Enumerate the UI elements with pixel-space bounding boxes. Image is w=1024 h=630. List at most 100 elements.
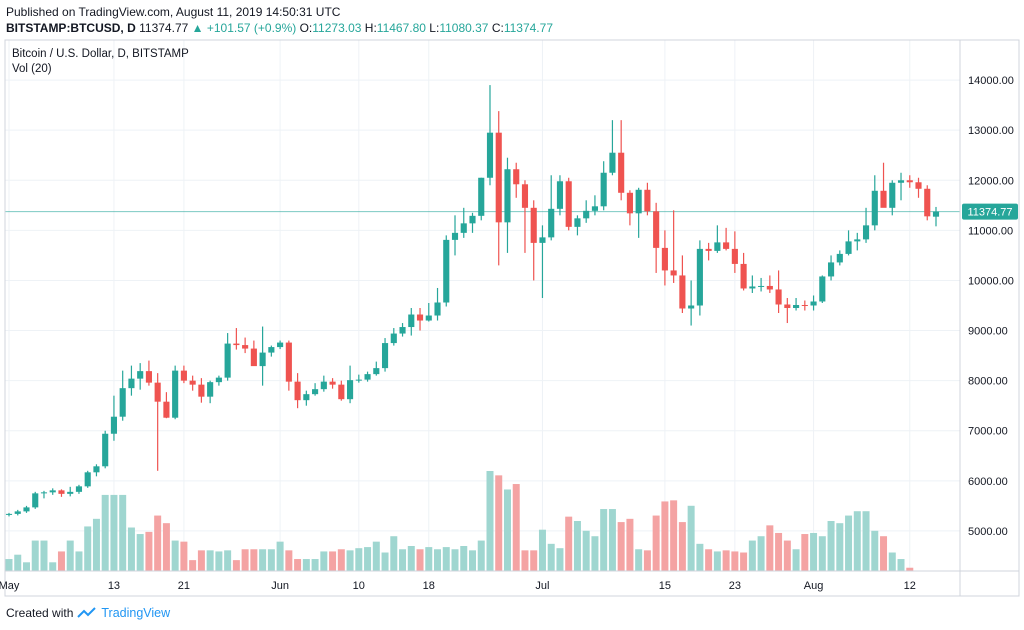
volume-bar xyxy=(600,509,608,571)
candle xyxy=(644,182,651,216)
candle xyxy=(355,374,362,383)
candle xyxy=(469,212,476,233)
candle xyxy=(583,200,590,223)
price-chart[interactable]: 14000.00 13000.00 12000.00 11000.00 10000.00… xyxy=(0,38,1024,598)
candle xyxy=(618,120,625,201)
y-tick-label: 9000.00 xyxy=(968,326,1008,338)
candle xyxy=(390,328,397,346)
candle xyxy=(679,255,686,314)
candle xyxy=(5,512,13,517)
volume-bar xyxy=(748,540,756,571)
candle xyxy=(347,365,354,404)
candle-body xyxy=(504,169,511,223)
x-tick-label: 21 xyxy=(178,580,190,592)
candle-body xyxy=(75,486,83,492)
volume-bar xyxy=(565,516,573,571)
candle-body xyxy=(810,301,817,306)
candle xyxy=(871,175,878,231)
volume-bar xyxy=(722,550,730,571)
chart-header: Published on TradingView.com, August 11,… xyxy=(6,4,553,36)
candle xyxy=(775,270,782,314)
volume-bar xyxy=(757,536,765,571)
volume-bar xyxy=(845,515,853,571)
candle xyxy=(836,250,843,266)
volume-bar xyxy=(40,540,48,571)
candle-body xyxy=(259,352,266,367)
volume-bar xyxy=(582,530,590,571)
candle-body xyxy=(766,285,773,290)
candle-body xyxy=(775,289,782,305)
candle xyxy=(425,302,432,322)
candle-body xyxy=(889,182,896,208)
candle-body xyxy=(32,493,39,508)
candle xyxy=(40,490,48,499)
volume-bar xyxy=(84,526,92,571)
candle-body xyxy=(653,211,660,248)
volume-bar xyxy=(119,494,127,571)
volume-bar xyxy=(22,562,30,571)
candle xyxy=(740,252,747,291)
volume-bar xyxy=(477,540,485,571)
candle-body xyxy=(539,237,546,243)
volume-bars xyxy=(5,471,914,571)
chart-grid xyxy=(5,40,960,571)
volume-bar xyxy=(871,530,879,571)
candle xyxy=(819,275,826,303)
candle xyxy=(924,185,931,221)
candle xyxy=(67,486,74,497)
volume-bar xyxy=(399,549,407,571)
close-value: 11374.77 xyxy=(503,21,553,35)
candle-body xyxy=(924,188,931,217)
x-tick-label: Jul xyxy=(535,580,549,592)
volume-bar xyxy=(57,551,65,571)
y-tick-label: 12000.00 xyxy=(968,175,1014,187)
candle xyxy=(110,395,118,441)
candle-body xyxy=(906,180,913,183)
candle-body xyxy=(180,370,187,381)
volume-bar xyxy=(232,560,240,571)
candle xyxy=(784,297,791,324)
candle-body xyxy=(723,242,730,249)
candle xyxy=(626,190,633,226)
y-tick-label: 8000.00 xyxy=(968,376,1008,388)
volume-bar xyxy=(538,529,546,571)
candle xyxy=(285,340,292,391)
candle xyxy=(137,363,144,390)
volume-bar xyxy=(311,559,319,571)
volume-bar xyxy=(5,559,13,571)
candle xyxy=(14,509,21,516)
candle xyxy=(696,240,703,316)
candle xyxy=(495,111,502,266)
candle-body xyxy=(347,380,354,400)
candle xyxy=(443,235,450,307)
candle-body xyxy=(548,208,555,238)
candle-body xyxy=(242,345,249,349)
plot-frame xyxy=(4,39,1020,597)
tradingview-brand[interactable]: TradingView xyxy=(101,606,171,620)
candle xyxy=(189,375,196,391)
candle-body xyxy=(320,381,327,390)
volume-bar xyxy=(801,534,809,571)
volume-bar xyxy=(608,509,616,571)
candle-body xyxy=(128,378,135,389)
candle-body xyxy=(591,206,598,211)
candle-body xyxy=(819,276,826,302)
candle xyxy=(294,373,301,409)
candle xyxy=(670,210,677,283)
candle-body xyxy=(521,184,529,208)
volume-bar xyxy=(731,551,739,571)
volume-bar xyxy=(766,525,774,571)
volume-bar xyxy=(285,550,293,571)
volume-bar xyxy=(390,536,398,571)
candle-body xyxy=(250,348,257,367)
volume-bar xyxy=(678,522,686,571)
price-axis[interactable]: 14000.00 13000.00 12000.00 11000.00 10000.00… xyxy=(959,40,1014,596)
candle-body xyxy=(530,207,537,243)
volume-bar xyxy=(294,559,302,571)
created-with-text: Created with xyxy=(6,606,74,620)
time-axis[interactable]: May 13 21 Jun 10 18 Jul 15 23 Aug 12 xyxy=(0,570,1019,592)
candle xyxy=(609,120,616,176)
candle xyxy=(845,230,852,256)
candle-body xyxy=(67,491,74,494)
candle xyxy=(277,340,284,350)
